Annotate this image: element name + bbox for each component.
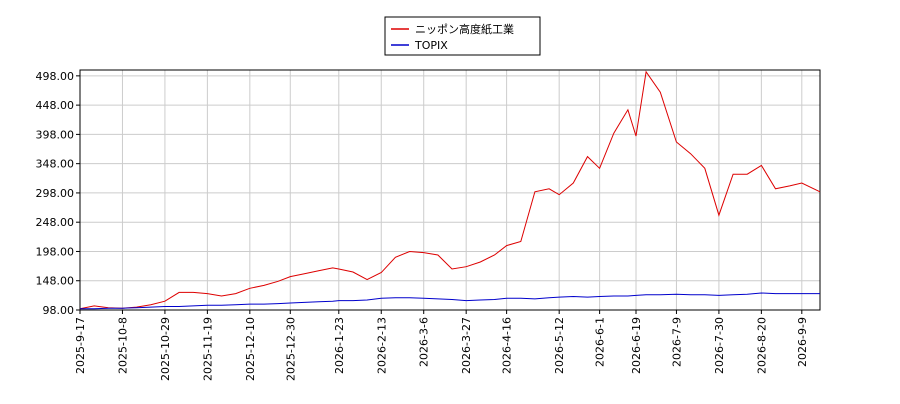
series-line [79,70,821,310]
x-tick-label: 2026-6-1 [594,317,607,367]
legend-label: TOPIX [414,39,448,52]
x-tick-label: 2025-12-10 [244,317,257,381]
x-tick-label: 2026-3-27 [460,317,473,374]
x-tick-label: 2025-12-30 [284,317,297,381]
y-tick-label: 298.00 [36,187,75,200]
x-tick-label: 2026-2-13 [375,317,388,374]
legend: ニッポン高度紙工業 TOPIX [384,16,541,56]
x-tick-label: 2026-7-30 [713,317,726,374]
x-tick-label: 2025-11-19 [201,317,214,381]
x-tick-label: 2026-4-16 [501,317,514,374]
y-tick-label: 398.00 [36,128,75,141]
x-tick-label: 2026-7-9 [670,317,683,367]
y-tick-label: 498.00 [36,70,75,83]
x-tick-label: 2025-10-8 [116,317,129,374]
y-tick-label: 148.00 [36,275,75,288]
x-tick-label: 2025-10-29 [159,317,172,381]
legend-box [384,16,541,56]
y-tick-label: 248.00 [36,216,75,229]
legend-label: ニッポン高度紙工業 [415,22,514,36]
y-tick-label: 198.00 [36,245,75,258]
y-tick-label: 448.00 [36,99,75,112]
plot-frame [79,69,821,311]
x-tick-label: 2025-9-17 [74,317,87,374]
y-tick-label: 98.00 [43,304,75,317]
x-tick-label: 2026-1-23 [333,317,346,374]
x-tick-label: 2026-3-6 [418,317,431,367]
x-tick-label: 2026-5-12 [553,317,566,374]
x-tick-label: 2026-9-9 [796,317,809,367]
y-tick-label: 348.00 [36,158,75,171]
x-tick-label: 2026-8-20 [755,317,768,374]
series-line [80,292,820,310]
x-tick-label: 2026-6-19 [630,317,643,374]
